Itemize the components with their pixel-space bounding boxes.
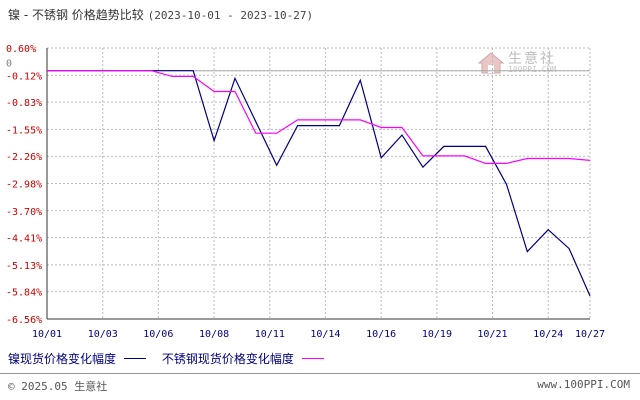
y-tick-label: -2.98% [6,180,42,191]
y-tick-label: -0.83% [6,98,42,109]
y-tick-label: -4.41% [6,234,42,245]
legend-item-stainless: 不锈钢现货价格变化幅度 [162,350,324,367]
y-tick-label: -3.70% [6,207,42,218]
y-tick-label: -0.12% [6,71,42,82]
y-tick-label: -5.13% [6,261,42,272]
y-tick-label: -6.56% [6,315,42,326]
legend-swatch-stainless [301,358,324,359]
x-tick-label: 10/08 [199,329,229,340]
watermark-text-en: 100PPI.COM [508,65,557,74]
footer-copyright: © 2025.05 生意社 [8,380,108,393]
x-tick-label: 10/21 [477,329,507,340]
y-tick-label: -5.84% [6,288,42,299]
x-tick-label: 10/16 [366,329,396,340]
legend-label-nickel: 镍现货价格变化幅度 [8,352,117,366]
x-tick-label: 10/19 [422,329,452,340]
y-tick-label: -2.26% [6,152,42,163]
y-tick-label: -1.55% [6,125,42,136]
footer-divider [0,373,640,374]
chart-title-text: 镍 - 不锈钢 价格趋势比较 [8,8,144,22]
x-tick-label: 10/27 [575,329,605,340]
series-line-stainless [47,70,591,164]
chart-date-range: (2023-10-01 - 2023-10-27) [147,9,314,22]
chart-legend: 镍现货价格变化幅度 不锈钢现货价格变化幅度 [8,350,336,367]
footer-site-link[interactable]: www.100PPI.COM [537,378,630,391]
y-tick-label: 0 [6,59,12,70]
legend-label-stainless: 不锈钢现货价格变化幅度 [161,352,294,366]
x-tick-label: 10/24 [533,329,563,340]
x-tick-label: 10/14 [310,329,340,340]
legend-swatch-nickel [124,358,147,359]
y-tick-label: 0.60% [6,44,36,55]
x-tick-label: 10/01 [32,329,62,340]
series-line-nickel [47,70,591,297]
x-tick-label: 10/11 [255,329,285,340]
x-tick-label: 10/06 [143,329,173,340]
house-logo-icon [478,52,504,74]
chart-title: 镍 - 不锈钢 价格趋势比较 (2023-10-01 - 2023-10-27) [8,6,313,23]
legend-item-nickel: 镍现货价格变化幅度 [8,350,147,367]
watermark-logo: 生意社 100PPI.COM [478,52,556,74]
watermark-text-cn: 生意社 [508,51,556,67]
x-tick-label: 10/03 [88,329,118,340]
